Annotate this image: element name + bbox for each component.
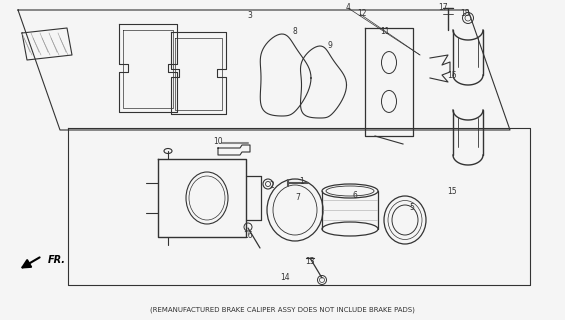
Text: 6: 6 — [353, 190, 358, 199]
Text: 1: 1 — [299, 178, 305, 187]
Text: (REMANUFACTURED BRAKE CALIPER ASSY DOES NOT INCLUDE BRAKE PADS): (REMANUFACTURED BRAKE CALIPER ASSY DOES … — [150, 307, 415, 313]
Text: 15: 15 — [447, 70, 457, 79]
Text: FR.: FR. — [48, 255, 66, 265]
Text: 2: 2 — [270, 180, 275, 189]
Text: 7: 7 — [295, 194, 301, 203]
Text: 14: 14 — [280, 274, 290, 283]
Text: 3: 3 — [247, 12, 253, 20]
Text: 5: 5 — [410, 204, 415, 212]
Text: 8: 8 — [293, 28, 297, 36]
Text: 10: 10 — [213, 138, 223, 147]
Text: 12: 12 — [357, 10, 367, 19]
Text: 11: 11 — [380, 28, 390, 36]
Text: 17: 17 — [438, 4, 448, 12]
Text: 13: 13 — [305, 258, 315, 267]
Text: 4: 4 — [346, 4, 350, 12]
Text: 16: 16 — [243, 230, 253, 239]
Text: 18: 18 — [460, 10, 470, 19]
Text: 15: 15 — [447, 188, 457, 196]
Text: 9: 9 — [328, 41, 332, 50]
